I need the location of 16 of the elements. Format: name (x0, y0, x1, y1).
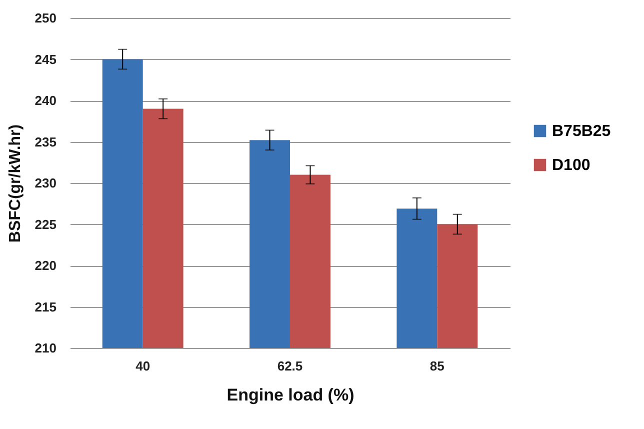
legend-label: B75B25 (552, 123, 611, 140)
x-tick-label: 62.5 (277, 358, 303, 374)
y-axis-title: BSFC(gr/kW.hr) (6, 124, 24, 243)
y-tick-label: 230 (34, 176, 56, 190)
x-axis-title: Engine load (%) (226, 386, 354, 404)
y-tick-label: 240 (34, 93, 56, 108)
y-tick-label: 225 (34, 216, 56, 232)
y-tick-label: 215 (34, 299, 56, 314)
legend-label: D100 (552, 157, 590, 174)
x-tick-label: 85 (430, 358, 444, 374)
y-tick-label: 245 (34, 52, 56, 67)
y-tick-label: 250 (34, 10, 56, 26)
y-tick-label: 235 (34, 134, 56, 150)
x-tick-label: 40 (136, 358, 150, 374)
y-tick-label: 220 (34, 258, 56, 273)
y-tick-label: 210 (34, 340, 56, 356)
